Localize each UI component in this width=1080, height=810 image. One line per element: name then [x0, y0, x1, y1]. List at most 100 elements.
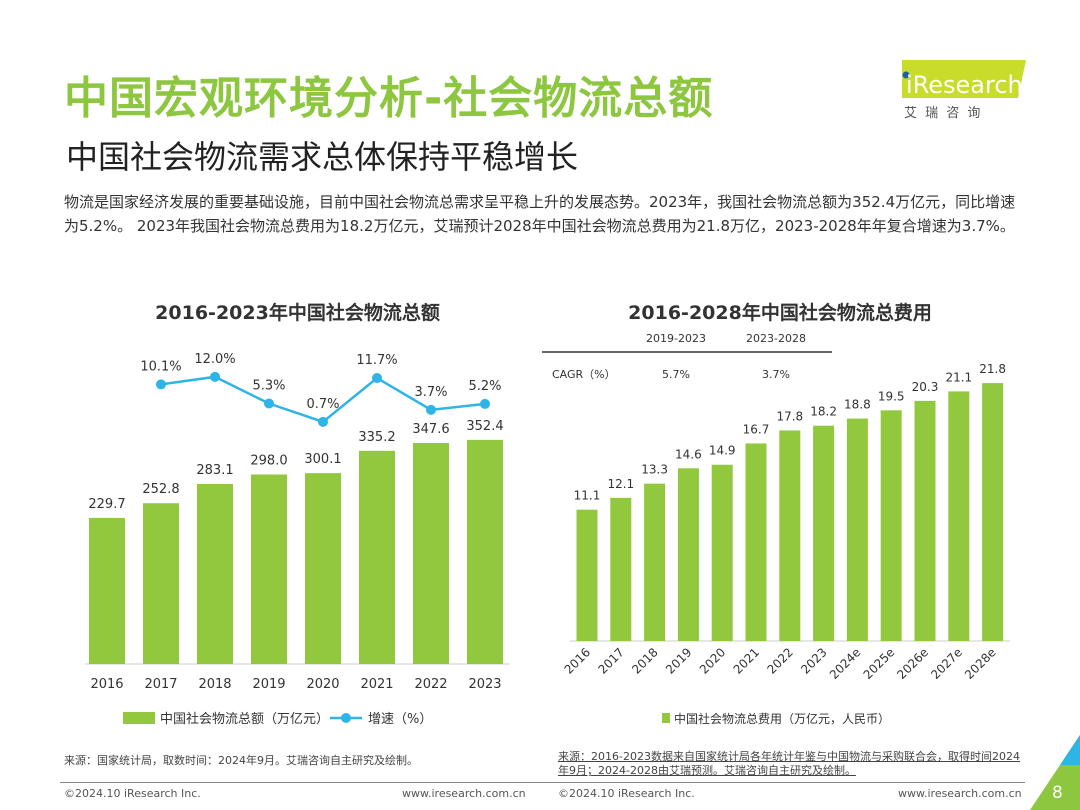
legend-bar-swatch: [662, 713, 670, 723]
legend-bar-swatch: [123, 712, 155, 724]
x-tick-2028e: 2028e: [962, 645, 999, 682]
source-right: 来源：2016-2023数据来自国家统计局各年统计年鉴与中国物流与采购联合会，取…: [558, 750, 1020, 777]
bar-2018: [644, 483, 666, 641]
bar-label-2021: 335.2: [358, 430, 395, 445]
bar-2020: [711, 464, 733, 641]
growth-point-2017: [156, 379, 166, 390]
legend-line-marker: [341, 713, 351, 723]
x-tick-2020: 2020: [306, 677, 339, 692]
x-tick-2022: 2022: [414, 677, 447, 692]
bar-label-2016: 11.1: [574, 489, 601, 503]
url-right: www.iresearch.com.cn: [898, 787, 1022, 800]
bar-label-2018: 283.1: [196, 463, 233, 478]
x-tick-2019: 2019: [663, 645, 694, 676]
page-corner-icon: [1030, 735, 1080, 810]
growth-point-2019: [264, 398, 274, 409]
bar-label-2027e: 21.1: [945, 370, 972, 384]
url-left: www.iresearch.com.cn: [402, 787, 526, 800]
bar-2025e: [880, 410, 902, 641]
bar-label-2020: 300.1: [304, 452, 341, 467]
bar-label-2025e: 19.5: [878, 389, 905, 403]
growth-label-2017: 10.1%: [140, 359, 181, 374]
source-left: 来源：国家统计局，取数时间：2024年9月。艾瑞咨询自主研究及绘制。: [64, 754, 418, 767]
x-tick-2017: 2017: [595, 645, 626, 676]
cagr-header-2: 2023-2028: [746, 332, 806, 345]
description: 物流是国家经济发展的重要基础设施，目前中国社会物流总需求呈平稳上升的发展态势。2…: [64, 193, 1016, 235]
chart2: 2019-2023 2023-2028 CAGR（%） 5.7% 3.7% 11.1 201…: [542, 332, 1010, 726]
bar-2016: [576, 509, 598, 641]
bar-label-2017: 12.1: [607, 477, 634, 491]
bar-label-2024e: 18.8: [844, 398, 871, 412]
x-tick-2020: 2020: [697, 645, 728, 676]
x-tick-2018: 2018: [629, 645, 660, 676]
growth-point-2020: [318, 416, 328, 427]
legend-bar-label: 中国社会物流总费用（万亿元，人民币）: [674, 711, 890, 726]
bar-2023: [467, 439, 503, 664]
x-tick-2026e: 2026e: [894, 645, 931, 682]
page-subtitle: 中国社会物流需求总体保持平稳增长: [66, 138, 579, 176]
iresearch-logo: iResearch 艾 瑞 咨 询: [892, 58, 1027, 121]
x-tick-2019: 2019: [252, 677, 285, 692]
x-tick-2017: 2017: [144, 677, 177, 692]
bar-label-2022: 347.6: [412, 422, 449, 437]
page-title: 中国宏观环境分析-社会物流总额: [64, 73, 714, 124]
bar-2027e: [948, 391, 970, 641]
x-tick-2018: 2018: [198, 677, 231, 692]
bar-label-2020: 14.9: [709, 444, 736, 458]
bar-label-2018: 13.3: [641, 463, 668, 477]
bar-2019: [677, 468, 699, 641]
x-tick-2027e: 2027e: [928, 645, 965, 682]
bar-2021: [359, 450, 395, 664]
bar-2019: [251, 474, 287, 664]
bar-label-2023: 18.2: [810, 405, 837, 419]
x-tick-2016: 2016: [562, 645, 593, 676]
bar-label-2021: 16.7: [743, 422, 770, 436]
x-tick-2024e: 2024e: [827, 645, 864, 682]
bar-2018: [197, 483, 233, 664]
x-tick-2021: 2021: [731, 645, 762, 676]
growth-label-2019: 5.3%: [252, 379, 285, 394]
x-tick-2023: 2023: [468, 677, 501, 692]
growth-point-2023: [480, 398, 490, 409]
x-tick-2022: 2022: [764, 645, 795, 676]
legend-bar-label: 中国社会物流总额（万亿元）: [160, 711, 329, 727]
chart1-title: 2016-2023年中国社会物流总额: [155, 302, 440, 324]
copyright-left: ©2024.10 iResearch Inc.: [64, 787, 201, 800]
chart2-title: 2016-2028年中国社会物流总费用: [628, 302, 932, 324]
bar-2026e: [914, 400, 936, 641]
cagr-value-1: 5.7%: [662, 368, 690, 381]
bar-2023: [813, 425, 835, 641]
growth-point-2021: [372, 373, 382, 384]
growth-label-2023: 5.2%: [468, 379, 501, 394]
growth-label-2018: 12.0%: [194, 352, 235, 367]
bar-2022: [413, 442, 449, 664]
logo-cn: 艾 瑞 咨 询: [904, 106, 983, 121]
footer-divider: [60, 782, 1025, 783]
bar-2022: [779, 430, 801, 641]
logo-mark-icon: iResearch: [902, 60, 1026, 99]
bar-2017: [143, 503, 179, 664]
bar-label-2016: 229.7: [88, 497, 125, 512]
x-tick-2023: 2023: [798, 645, 829, 676]
growth-label-2021: 11.7%: [356, 353, 397, 368]
chart1: 229.7 2016 252.8 2017 283.1 2018 298.0 2019 300.…: [85, 352, 510, 727]
bar-label-2026e: 20.3: [912, 380, 939, 394]
bar-2020: [305, 473, 341, 664]
page-number: 8: [1052, 783, 1063, 803]
bar-2024e: [846, 418, 868, 641]
growth-label-2022: 3.7%: [414, 385, 447, 400]
svg-text:iResearch: iResearch: [906, 71, 1023, 99]
bar-2017: [610, 497, 632, 641]
bar-label-2022: 17.8: [776, 409, 803, 423]
bar-label-2017: 252.8: [142, 482, 179, 497]
growth-point-2022: [426, 404, 436, 415]
bar-2028e: [982, 383, 1004, 641]
bar-2021: [745, 443, 767, 641]
copyright-right: ©2024.10 iResearch Inc.: [558, 787, 695, 800]
bar-2016: [89, 517, 125, 664]
bar-label-2028e: 21.8: [979, 362, 1006, 376]
cagr-value-2: 3.7%: [762, 368, 790, 381]
growth-point-2018: [210, 371, 220, 382]
x-tick-2016: 2016: [90, 677, 123, 692]
bar-label-2019: 298.0: [250, 453, 287, 468]
